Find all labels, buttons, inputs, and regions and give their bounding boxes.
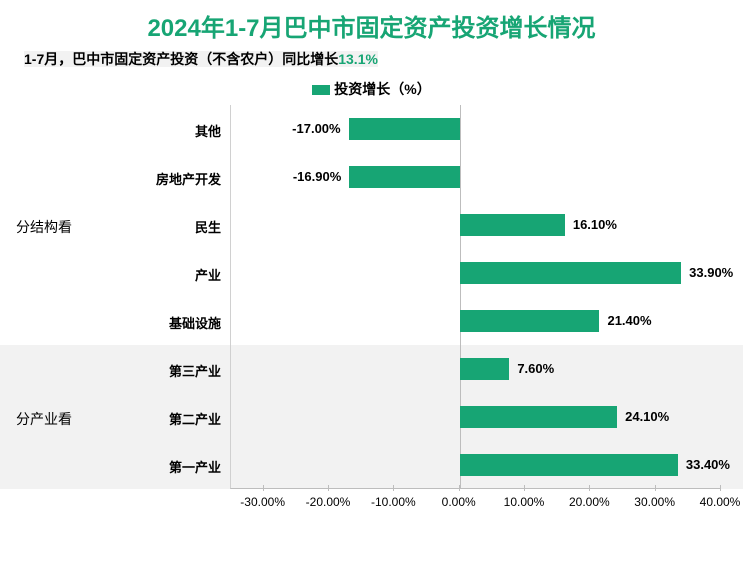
bar: [460, 310, 600, 332]
x-axis: -30.00% -20.00% -10.00% 0.00% 10.00% 20.00% 30…: [230, 491, 720, 513]
legend-label: 投资增长（%）: [334, 81, 430, 97]
x-tick-mark: [655, 485, 656, 491]
bar-value-label: -17.00%: [292, 121, 340, 136]
chart-legend: 投资增长（%）: [0, 71, 743, 105]
bar-value-label: -16.90%: [293, 169, 341, 184]
chart-area: 其他 -17.00% 房地产开发 -16.90% 民生 16.10% 产业 33.90% 基础设…: [0, 105, 743, 519]
x-tick-label: 20.00%: [569, 495, 610, 509]
x-tick-label: -20.00%: [306, 495, 351, 509]
bar: [460, 262, 681, 284]
legend-swatch: [312, 85, 330, 95]
bar: [460, 454, 678, 476]
subtitle-prefix: 1-7月，巴中市固定资产投资（不含农户）同比增长: [24, 51, 338, 67]
x-tick-mark: [459, 485, 460, 491]
group-label: 分结构看: [16, 217, 72, 237]
x-tick-mark: [524, 485, 525, 491]
category-label: 其他: [195, 121, 231, 140]
subtitle-highlight: 13.1%: [338, 51, 378, 67]
x-tick-label: 10.00%: [504, 495, 545, 509]
category-label: 第二产业: [169, 409, 231, 428]
bar: [460, 214, 565, 236]
x-tick-label: -30.00%: [240, 495, 285, 509]
group-label: 分产业看: [16, 409, 72, 429]
category-label: 房地产开发: [156, 169, 231, 188]
category-label: 产业: [195, 265, 231, 284]
category-label: 第一产业: [169, 457, 231, 476]
x-tick-label: -10.00%: [371, 495, 416, 509]
category-label: 民生: [195, 217, 231, 236]
category-label: 基础设施: [169, 313, 231, 332]
x-tick-label: 30.00%: [634, 495, 675, 509]
x-tick-mark: [720, 485, 721, 491]
plot-area: 其他-17.00%房地产开发-16.90%民生16.10%产业33.90%基础设…: [230, 105, 720, 489]
x-tick-mark: [589, 485, 590, 491]
bar: [349, 118, 460, 140]
bar: [460, 358, 510, 380]
bar: [349, 166, 459, 188]
bar-value-label: 16.10%: [573, 217, 617, 232]
bar-value-label: 7.60%: [517, 361, 554, 376]
x-tick-label: 0.00%: [442, 495, 476, 509]
bar: [460, 406, 617, 428]
chart-subtitle: 1-7月，巴中市固定资产投资（不含农户）同比增长13.1%: [0, 43, 743, 71]
x-tick-mark: [328, 485, 329, 491]
zero-baseline: [460, 105, 461, 488]
bar-value-label: 33.40%: [686, 457, 730, 472]
category-label: 第三产业: [169, 361, 231, 380]
bar-value-label: 21.40%: [607, 313, 651, 328]
subtitle-wrap: 1-7月，巴中市固定资产投资（不含农户）同比增长13.1%: [24, 51, 378, 67]
bar-value-label: 24.10%: [625, 409, 669, 424]
x-tick-mark: [393, 485, 394, 491]
chart-title: 2024年1-7月巴中市固定资产投资增长情况: [0, 0, 743, 43]
x-tick-mark: [263, 485, 264, 491]
bar-value-label: 33.90%: [689, 265, 733, 280]
x-tick-label: 40.00%: [700, 495, 741, 509]
